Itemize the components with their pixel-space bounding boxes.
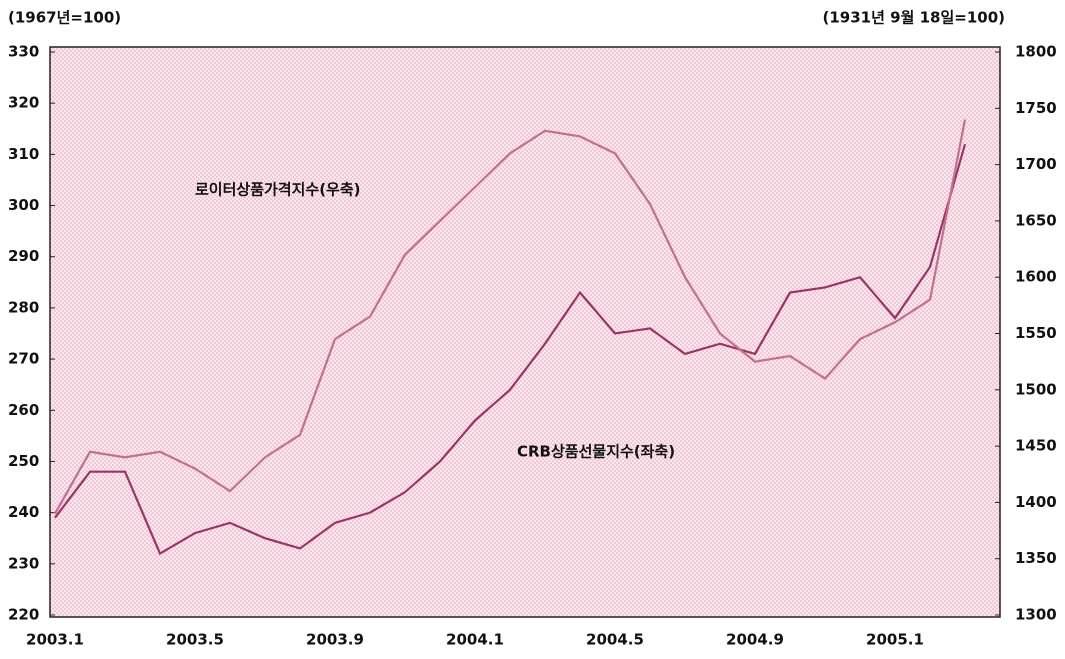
y2-tick-label: 1600 <box>1015 268 1057 286</box>
x-tick-label: 2003.1 <box>26 631 84 649</box>
x-tick-label: 2004.1 <box>446 631 504 649</box>
y-tick-label: 330 <box>8 43 39 61</box>
plot-area <box>49 46 1001 618</box>
y2-tick-label: 1550 <box>1015 324 1057 342</box>
y2-tick-label: 1800 <box>1015 43 1057 61</box>
x-tick-label: 2005.1 <box>866 631 924 649</box>
x-tick-label: 2004.5 <box>586 631 644 649</box>
x-tick-label: 2004.9 <box>726 631 784 649</box>
series-line <box>54 143 967 556</box>
y-tick-label: 300 <box>8 196 39 214</box>
y-tick-label: 270 <box>8 350 39 368</box>
y-tick-label: 280 <box>8 298 39 316</box>
series-label: CRB상품선물지수(좌축) <box>517 443 675 461</box>
y-tick-label: 260 <box>8 401 39 419</box>
y-tick-label: 220 <box>8 606 39 624</box>
y-tick-label: 310 <box>8 145 39 163</box>
y2-tick-label: 1300 <box>1015 606 1057 624</box>
y2-tick-label: 1750 <box>1015 99 1057 117</box>
y-tick-label: 240 <box>8 503 39 521</box>
y2-tick-label: 1350 <box>1015 549 1057 567</box>
y-tick-label: 250 <box>8 452 39 470</box>
x-tick-label: 2003.9 <box>306 631 364 649</box>
y2-tick-label: 1450 <box>1015 437 1057 455</box>
y2-tick-label: 1700 <box>1015 155 1057 173</box>
y-tick-label: 230 <box>8 554 39 572</box>
series-label: 로이터상품가격지수(우축) <box>195 181 361 199</box>
y-tick-label: 320 <box>8 94 39 112</box>
right-unit: (1931년 9월 18일=100) <box>823 9 1006 27</box>
series-line <box>54 119 967 515</box>
left-unit: (1967년=100) <box>8 9 121 27</box>
x-tick-label: 2003.5 <box>166 631 224 649</box>
y2-tick-label: 1400 <box>1015 493 1057 511</box>
y-tick-label: 290 <box>8 247 39 265</box>
y2-tick-label: 1650 <box>1015 211 1057 229</box>
y2-tick-label: 1500 <box>1015 380 1057 398</box>
